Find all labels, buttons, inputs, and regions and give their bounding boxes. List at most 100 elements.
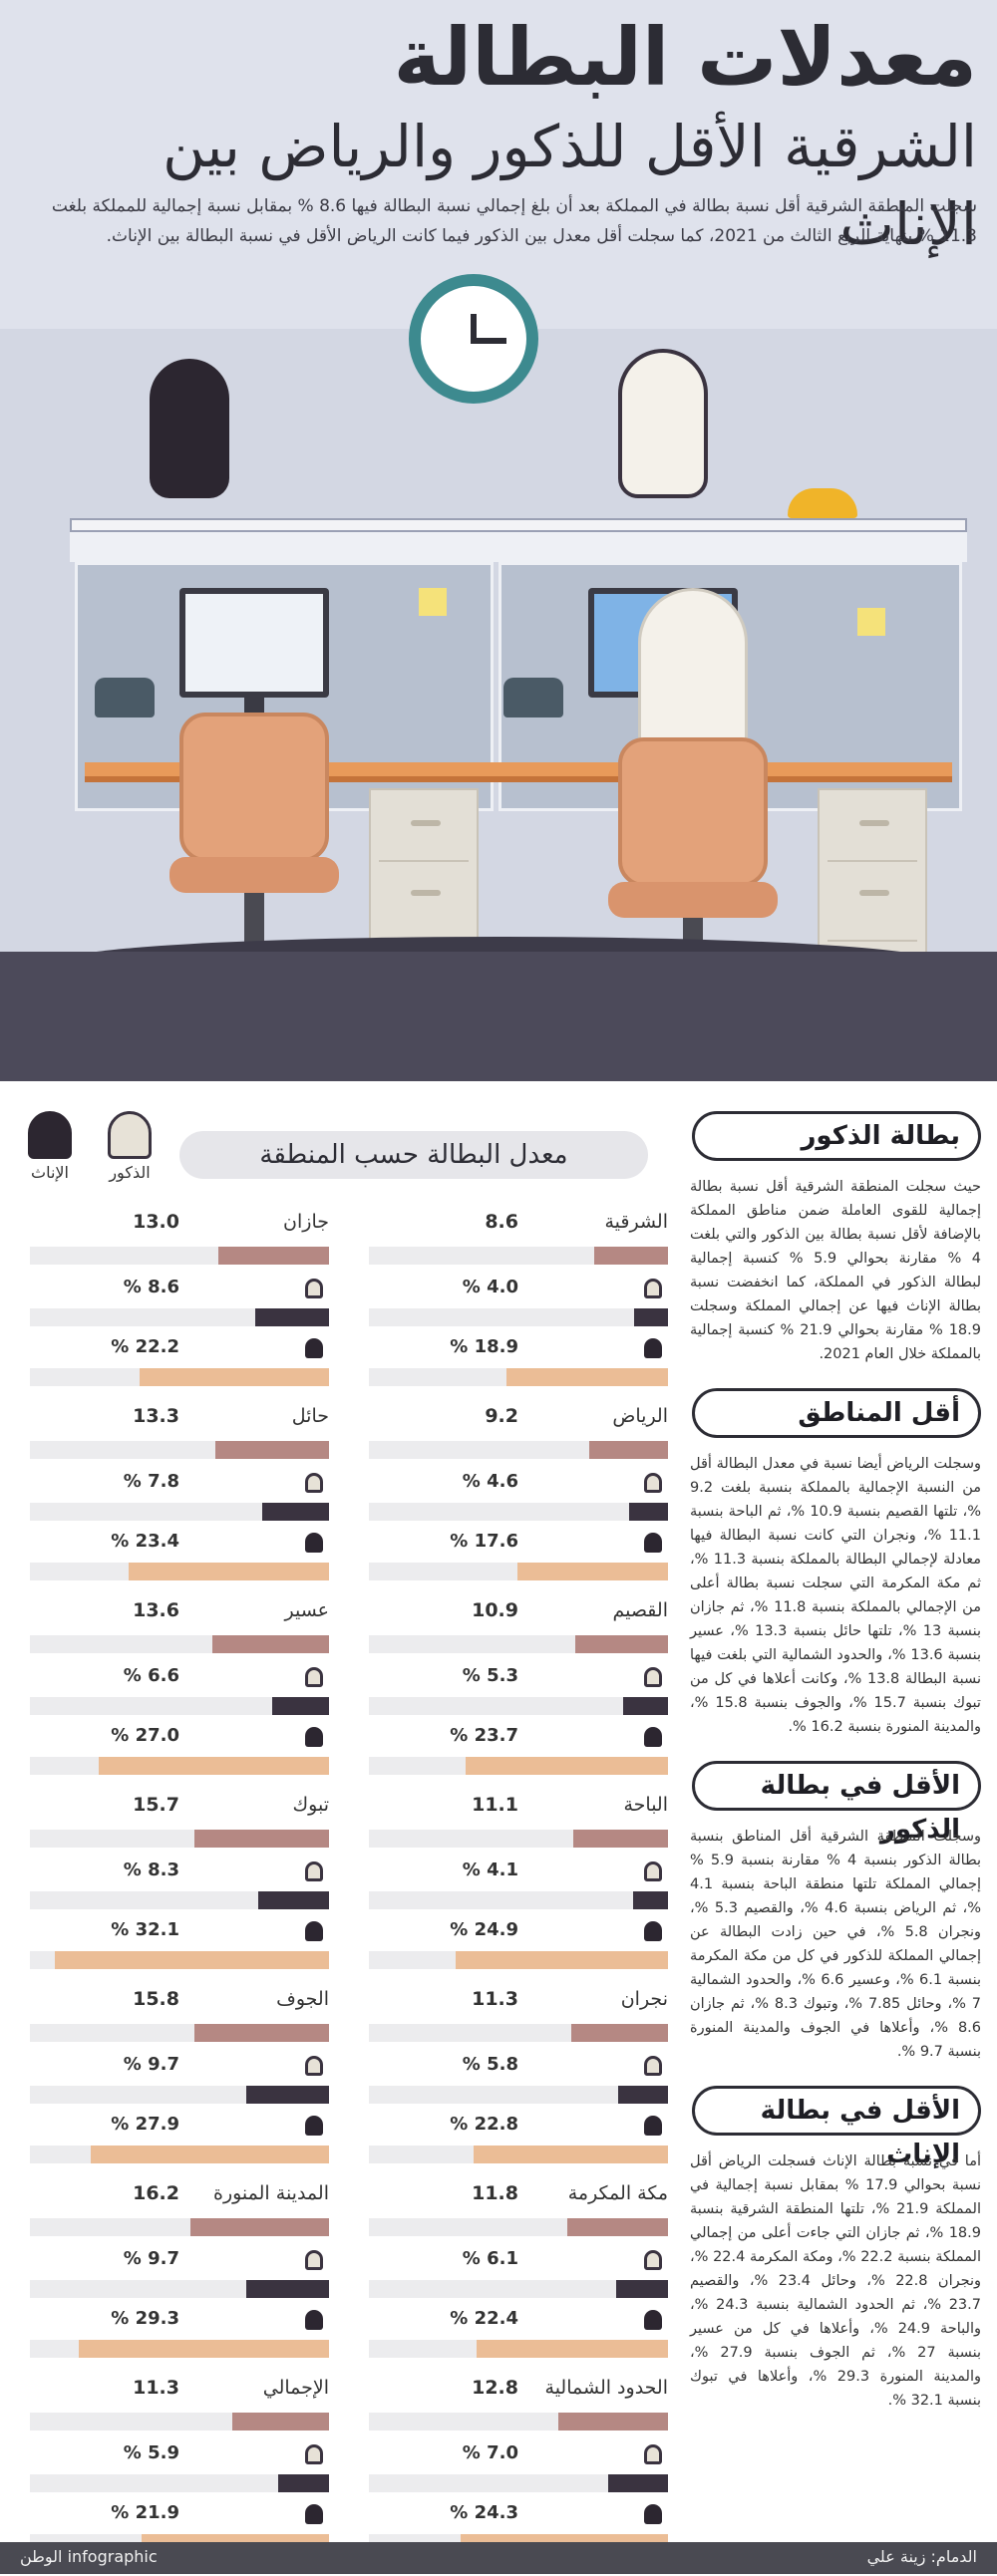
male-row: % 7.8 — [20, 1471, 329, 1497]
brand-logo: الوطن infographic — [20, 2547, 158, 2566]
woman-icon — [644, 1727, 662, 1747]
region-name: الرياض — [612, 1405, 668, 1427]
female-value: % 32.1 — [111, 1919, 179, 1940]
region-header: مكة المكرمة 11.8 — [359, 2182, 668, 2210]
male-bar — [278, 2474, 329, 2492]
male-row: % 7.0 — [359, 2442, 668, 2468]
region-header: الجوف 15.8 — [20, 1988, 329, 2016]
male-row: % 9.7 — [20, 2054, 329, 2080]
female-value: % 22.4 — [450, 2308, 518, 2329]
total-bar — [571, 2024, 668, 2042]
region-header: المدينة المنورة 16.2 — [20, 2182, 329, 2210]
male-value: % 5.8 — [462, 2054, 518, 2075]
man-icon — [305, 2444, 323, 2464]
male-bar — [245, 2086, 329, 2104]
region-name: الجوف — [276, 1988, 329, 2010]
region-block: نجران 11.3 % 5.8 % 22.8 — [359, 1988, 668, 2187]
region-block: القصيم 10.9 % 5.3 % 23.7 — [359, 1599, 668, 1799]
total-bar — [572, 1830, 668, 1848]
woman-icon — [305, 1533, 323, 1553]
region-block: الرياض 9.2 % 4.6 % 17.6 — [359, 1405, 668, 1604]
woman-icon — [644, 2504, 662, 2524]
female-bar — [78, 2340, 329, 2358]
male-row: % 9.7 — [20, 2248, 329, 2274]
region-total-value: 15.8 — [133, 1988, 179, 2010]
female-bar-track — [30, 1563, 329, 1580]
region-name: تبوك — [292, 1794, 330, 1816]
total-bar — [193, 2024, 329, 2042]
total-bar-track — [369, 1635, 668, 1653]
section-lowest-female: الأقل في بطالة الإناث أما في نسبة بطالة … — [686, 2086, 985, 2413]
female-value: % 23.4 — [111, 1531, 179, 1552]
male-value: % 7.0 — [462, 2442, 518, 2463]
male-row: % 5.9 — [20, 2442, 329, 2468]
man-icon — [108, 1111, 152, 1159]
female-row: % 17.6 — [359, 1531, 668, 1557]
total-bar-track — [369, 1247, 668, 1265]
woman-icon — [644, 2310, 662, 2330]
male-row: % 6.6 — [20, 1665, 329, 1691]
female-value: % 29.3 — [111, 2308, 179, 2329]
hero-banner: معدلات البطالة الشرقية الأقل للذكور والر… — [0, 0, 997, 1081]
legend-male: الذكور — [100, 1111, 160, 1182]
total-bar — [566, 2218, 668, 2236]
male-bar — [628, 1503, 668, 1521]
region-block: تبوك 15.7 % 8.3 % 32.1 — [20, 1794, 329, 1993]
male-bar-track — [369, 1308, 668, 1326]
region-total-value: 12.8 — [472, 2377, 518, 2399]
female-bar — [465, 1757, 668, 1775]
male-row: % 5.3 — [359, 1665, 668, 1691]
man-icon — [644, 2056, 662, 2076]
region-name: القصيم — [612, 1599, 668, 1621]
female-bar-track — [369, 1563, 668, 1580]
total-bar-track — [30, 1635, 329, 1653]
male-bar — [633, 1308, 668, 1326]
office-chair — [179, 713, 329, 862]
female-bar — [473, 2146, 668, 2163]
wall-background — [0, 0, 997, 329]
region-block: حائل 13.3 % 7.8 % 23.4 — [20, 1405, 329, 1604]
male-bar — [632, 1891, 668, 1909]
female-row: % 27.0 — [20, 1725, 329, 1751]
region-header: تبوك 15.7 — [20, 1794, 329, 1822]
total-bar-track — [30, 1247, 329, 1265]
male-value: % 4.6 — [462, 1471, 518, 1492]
man-icon — [644, 2250, 662, 2270]
total-bar-track — [369, 1830, 668, 1848]
region-block: الشرقية 8.6 % 4.0 % 18.9 — [359, 1211, 668, 1410]
region-name: جازان — [283, 1211, 329, 1233]
section-title: أقل المناطق — [692, 1388, 981, 1438]
male-bar — [255, 1308, 329, 1326]
region-total-value: 13.0 — [133, 1211, 179, 1233]
section-title: الأقل في بطالة الإناث — [692, 2086, 981, 2169]
male-bar-track — [369, 2280, 668, 2298]
woman-icon — [644, 2116, 662, 2136]
male-bar-track — [30, 1308, 329, 1326]
female-bar — [98, 1757, 329, 1775]
male-bar — [615, 2280, 668, 2298]
region-name: الباحة — [623, 1794, 668, 1816]
female-bar-track — [30, 1757, 329, 1775]
region-name: المدينة المنورة — [212, 2182, 329, 2204]
region-block: المدينة المنورة 16.2 % 9.7 % 29.3 — [20, 2182, 329, 2382]
man-icon — [644, 1473, 662, 1493]
man-icon — [305, 1861, 323, 1881]
male-bar-track — [30, 1891, 329, 1909]
male-bar-track — [30, 1697, 329, 1715]
male-bar-track — [369, 2086, 668, 2104]
female-row: % 23.7 — [359, 1725, 668, 1751]
man-icon — [644, 1861, 662, 1881]
content-section: بطالة الذكور حيث سجلت المنطقة الشرقية أق… — [0, 1081, 997, 2574]
total-bar — [232, 2413, 329, 2431]
female-bar — [129, 1563, 329, 1580]
region-header: جازان 13.0 — [20, 1211, 329, 1239]
female-row: % 29.3 — [20, 2308, 329, 2334]
phone-icon — [503, 678, 563, 717]
male-bar-track — [369, 2474, 668, 2492]
male-value: % 4.0 — [462, 1277, 518, 1297]
region-header: الشرقية 8.6 — [359, 1211, 668, 1239]
section-body: وسجلت الرياض أيضا نسبة في معدل البطالة أ… — [690, 1456, 982, 1735]
total-bar — [574, 1635, 668, 1653]
male-bar-track — [369, 1697, 668, 1715]
text-column: بطالة الذكور حيث سجلت المنطقة الشرقية أق… — [686, 1111, 985, 2434]
